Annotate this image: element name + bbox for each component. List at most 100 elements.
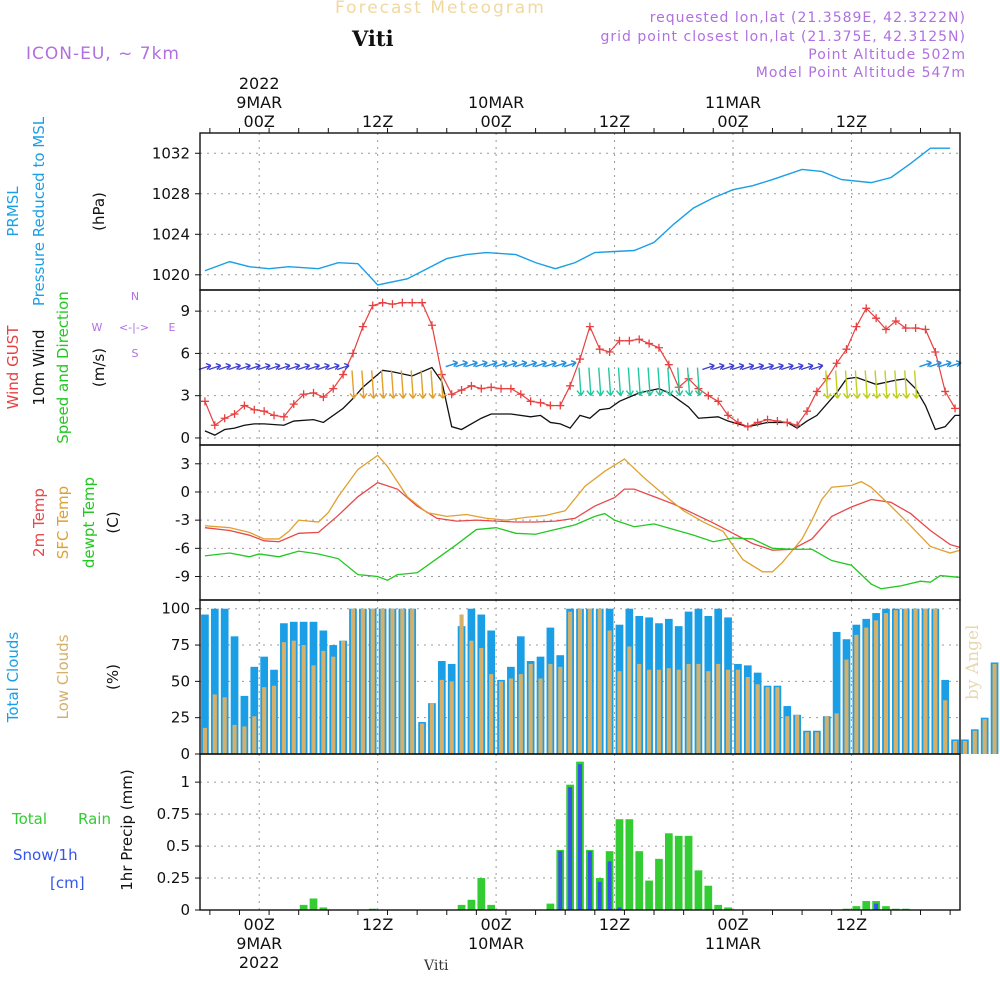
y-tick-label: 0 [180,745,190,763]
wind-direction-arrow [494,360,508,368]
top-time-label: 12Z [362,112,393,131]
wind-gust-marker [812,387,821,396]
wind-direction-arrow [892,370,901,399]
wind-gust-marker [566,381,575,390]
low-clouds-bar [844,659,849,754]
wind-direction-arrow [790,362,804,371]
wind-direction-arrow [606,367,615,397]
rain-bar [694,870,703,910]
compass-east: E [169,321,176,334]
bottom-time-label: 00Z [480,915,511,934]
low-clouds-bar [439,679,444,754]
low-clouds-bar [370,608,375,754]
y-tick-label: 0.75 [157,805,190,823]
rain-bar [319,907,328,910]
low-clouds-bar [755,684,760,754]
wind-gust-marker [576,355,584,364]
low-clouds-bar [765,687,770,754]
wind-gust-marker [743,422,752,431]
y-tick-label: 3 [180,455,190,473]
wind-direction-arrow [455,360,469,368]
bottom-time-label: 12Z [836,915,867,934]
wind-direction-arrow [428,370,437,399]
low-clouds-bar [429,703,435,754]
wind-gust-marker [881,325,890,334]
rain-bar [299,904,308,910]
wind-direction-arrow [694,367,704,397]
low-clouds-bar [212,694,217,754]
y-tick-label: 6 [180,344,190,362]
wind-gust-marker [654,343,663,352]
wind-direction-arrow [369,370,378,399]
rain-bar [882,906,890,910]
low-clouds-bar [321,650,326,754]
total-clouds-bar [832,631,841,754]
low-clouds-bar [637,663,642,754]
wind-direction-arrow [635,367,644,397]
rain-bar [714,904,723,910]
y-tick-label: 0.5 [166,837,190,855]
low-clouds-bar [903,608,908,754]
wind-direction-arrow [852,370,861,399]
low-clouds-bar [587,608,592,754]
wind-gust-marker [339,370,348,379]
y-tick-label: -6 [175,539,190,557]
low-clouds-bar [666,668,671,754]
bottom-time-label: 00Z [717,915,748,934]
low-clouds-bar [271,685,277,754]
compass-south: S [132,347,139,360]
wind-direction-arrow [702,362,715,371]
wind-gust-marker [487,383,496,392]
low-clouds-bar [390,608,395,754]
wind-direction-arrow [882,370,891,399]
wind-gust-marker [309,388,318,397]
precip-total-label: Total [11,810,47,828]
clouds-axis-label: Total Clouds [4,632,22,724]
wind-gust-marker [921,325,930,334]
wind-gust-marker [457,386,466,395]
wind-direction-arrow [208,362,222,371]
wind-direction-arrow [751,362,765,371]
wind-direction-arrow [615,367,625,397]
wind-direction-arrow [655,367,664,397]
wind-gust-marker [210,421,219,430]
wind-direction-arrow [771,362,784,371]
wind-direction-arrow [475,360,488,368]
low-clouds-bar [617,671,622,754]
low-clouds-bar [656,669,662,754]
low-clouds-bar [735,669,740,754]
low-clouds-bar [834,713,839,754]
wind-direction-arrow [625,367,634,397]
rain-bar [674,835,683,910]
bottom-time-label: 12Z [599,915,630,934]
wind-direction-arrow [596,367,605,397]
wind-gust-marker [803,407,812,416]
wind-gust-marker [329,384,338,393]
wind-gust-marker [862,304,871,313]
wind-direction-arrow [408,370,417,399]
low-clouds-bar [913,608,918,754]
wind-gust-marker [497,384,506,393]
bottom-time-label: 00Z [244,915,275,934]
wind-gust-marker [447,390,456,399]
low-clouds-bar [360,608,365,754]
total-clouds-bar [210,608,219,754]
y-tick-label: -3 [175,511,190,529]
snow-bar [568,787,573,910]
wind-direction-arrow [218,362,232,371]
wind-direction-arrow [398,370,407,399]
rain-bar [862,901,871,910]
wind-gust-marker [911,324,920,333]
snow-bar [558,851,563,910]
wind-gust-marker [279,412,288,421]
meteogram-title: Forecast Meteogram [335,0,546,18]
wind-gust-marker [664,360,673,369]
wind-direction-arrow [228,362,242,371]
rain-bar [309,898,318,910]
wind-gust-marker [358,322,367,331]
requested-coords: requested lon,lat (21.3589E, 42.3222N) [649,10,966,26]
wind-gust-marker [516,390,525,399]
wind-direction-arrow [902,370,911,399]
wind-gust-marker [270,411,279,420]
low-clouds-bar [518,674,523,754]
